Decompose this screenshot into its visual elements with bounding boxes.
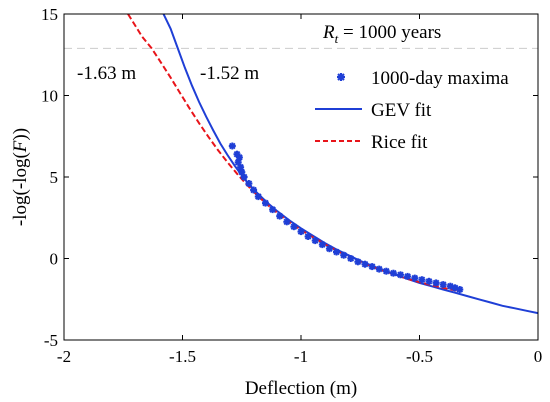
y-axis-title-prefix: -log(-log( (10, 152, 31, 226)
y-axis-title-var: F (10, 140, 31, 153)
y-axis-title-suffix: )) (10, 128, 31, 141)
ticks-layer: -2 -1.5 -1 -0.5 0 -5 0 5 10 15 (41, 5, 542, 366)
return-period-text: = 1000 years (338, 22, 441, 43)
legend-item-gev: GEV fit (315, 100, 432, 121)
data-point (304, 233, 312, 240)
x-tick-label: 0 (534, 347, 543, 366)
x-tick-label: -1 (294, 347, 308, 366)
series-points-1000-day-maxima (228, 142, 464, 293)
data-point (297, 228, 305, 236)
y-tick-label: -5 (44, 331, 58, 350)
data-point (228, 142, 236, 150)
legend-marker-maxima (337, 73, 345, 81)
legend-label-maxima: 1000-day maxima (371, 68, 509, 89)
legend-item-rice: Rice fit (315, 132, 428, 153)
legend: 1000-day maxima GEV fit Rice fit (315, 68, 509, 153)
annotation-gev: -1.52 m (200, 63, 259, 84)
data-point (411, 274, 419, 282)
plot-area (64, 14, 538, 340)
data-point (254, 193, 262, 201)
data-point (235, 153, 243, 161)
annotation-rice: -1.63 m (77, 63, 136, 84)
data-point (290, 223, 298, 231)
data-point (347, 255, 355, 262)
data-point (283, 218, 291, 226)
return-period-sub: t (335, 31, 339, 46)
data-point (250, 186, 258, 194)
data-point (432, 279, 440, 287)
data-point (311, 237, 319, 245)
y-axis-title: -log(-log(F)) (10, 128, 31, 226)
legend-label-rice: Rice fit (371, 132, 428, 153)
data-point (425, 277, 433, 285)
x-tick-label: -2 (57, 347, 71, 366)
y-tick-label: 15 (41, 5, 58, 24)
y-tick-label: 10 (41, 87, 58, 106)
data-point (404, 272, 412, 280)
return-period-var: R (322, 22, 335, 43)
data-point (276, 212, 284, 220)
data-point (245, 180, 253, 187)
return-period-label: Rt = 1000 years (322, 22, 441, 46)
data-point (325, 245, 333, 253)
x-axis-title: Deflection (m) (245, 378, 357, 399)
data-point (240, 173, 248, 181)
x-tick-label: -1.5 (169, 347, 196, 366)
data-point (354, 258, 362, 266)
y-tick-label: 0 (50, 250, 59, 269)
data-point (269, 206, 277, 214)
legend-item-maxima: 1000-day maxima (337, 68, 509, 89)
data-point (418, 276, 426, 284)
series-layer (127, 14, 538, 315)
data-point (439, 281, 447, 289)
data-point (368, 263, 376, 271)
series-line-gev-fit (162, 14, 538, 315)
data-point (375, 265, 383, 273)
legend-label-gev: GEV fit (371, 100, 432, 121)
x-tick-label: -0.5 (406, 347, 433, 366)
data-point (389, 269, 397, 277)
series-line-rice-fit (127, 14, 460, 293)
data-point (333, 248, 340, 256)
y-tick-label: 5 (50, 168, 59, 187)
data-point (262, 199, 269, 207)
data-point (397, 271, 404, 279)
data-point (382, 267, 390, 275)
data-point (340, 251, 348, 259)
data-point (456, 286, 464, 293)
data-point (318, 241, 326, 249)
data-point (361, 260, 369, 268)
